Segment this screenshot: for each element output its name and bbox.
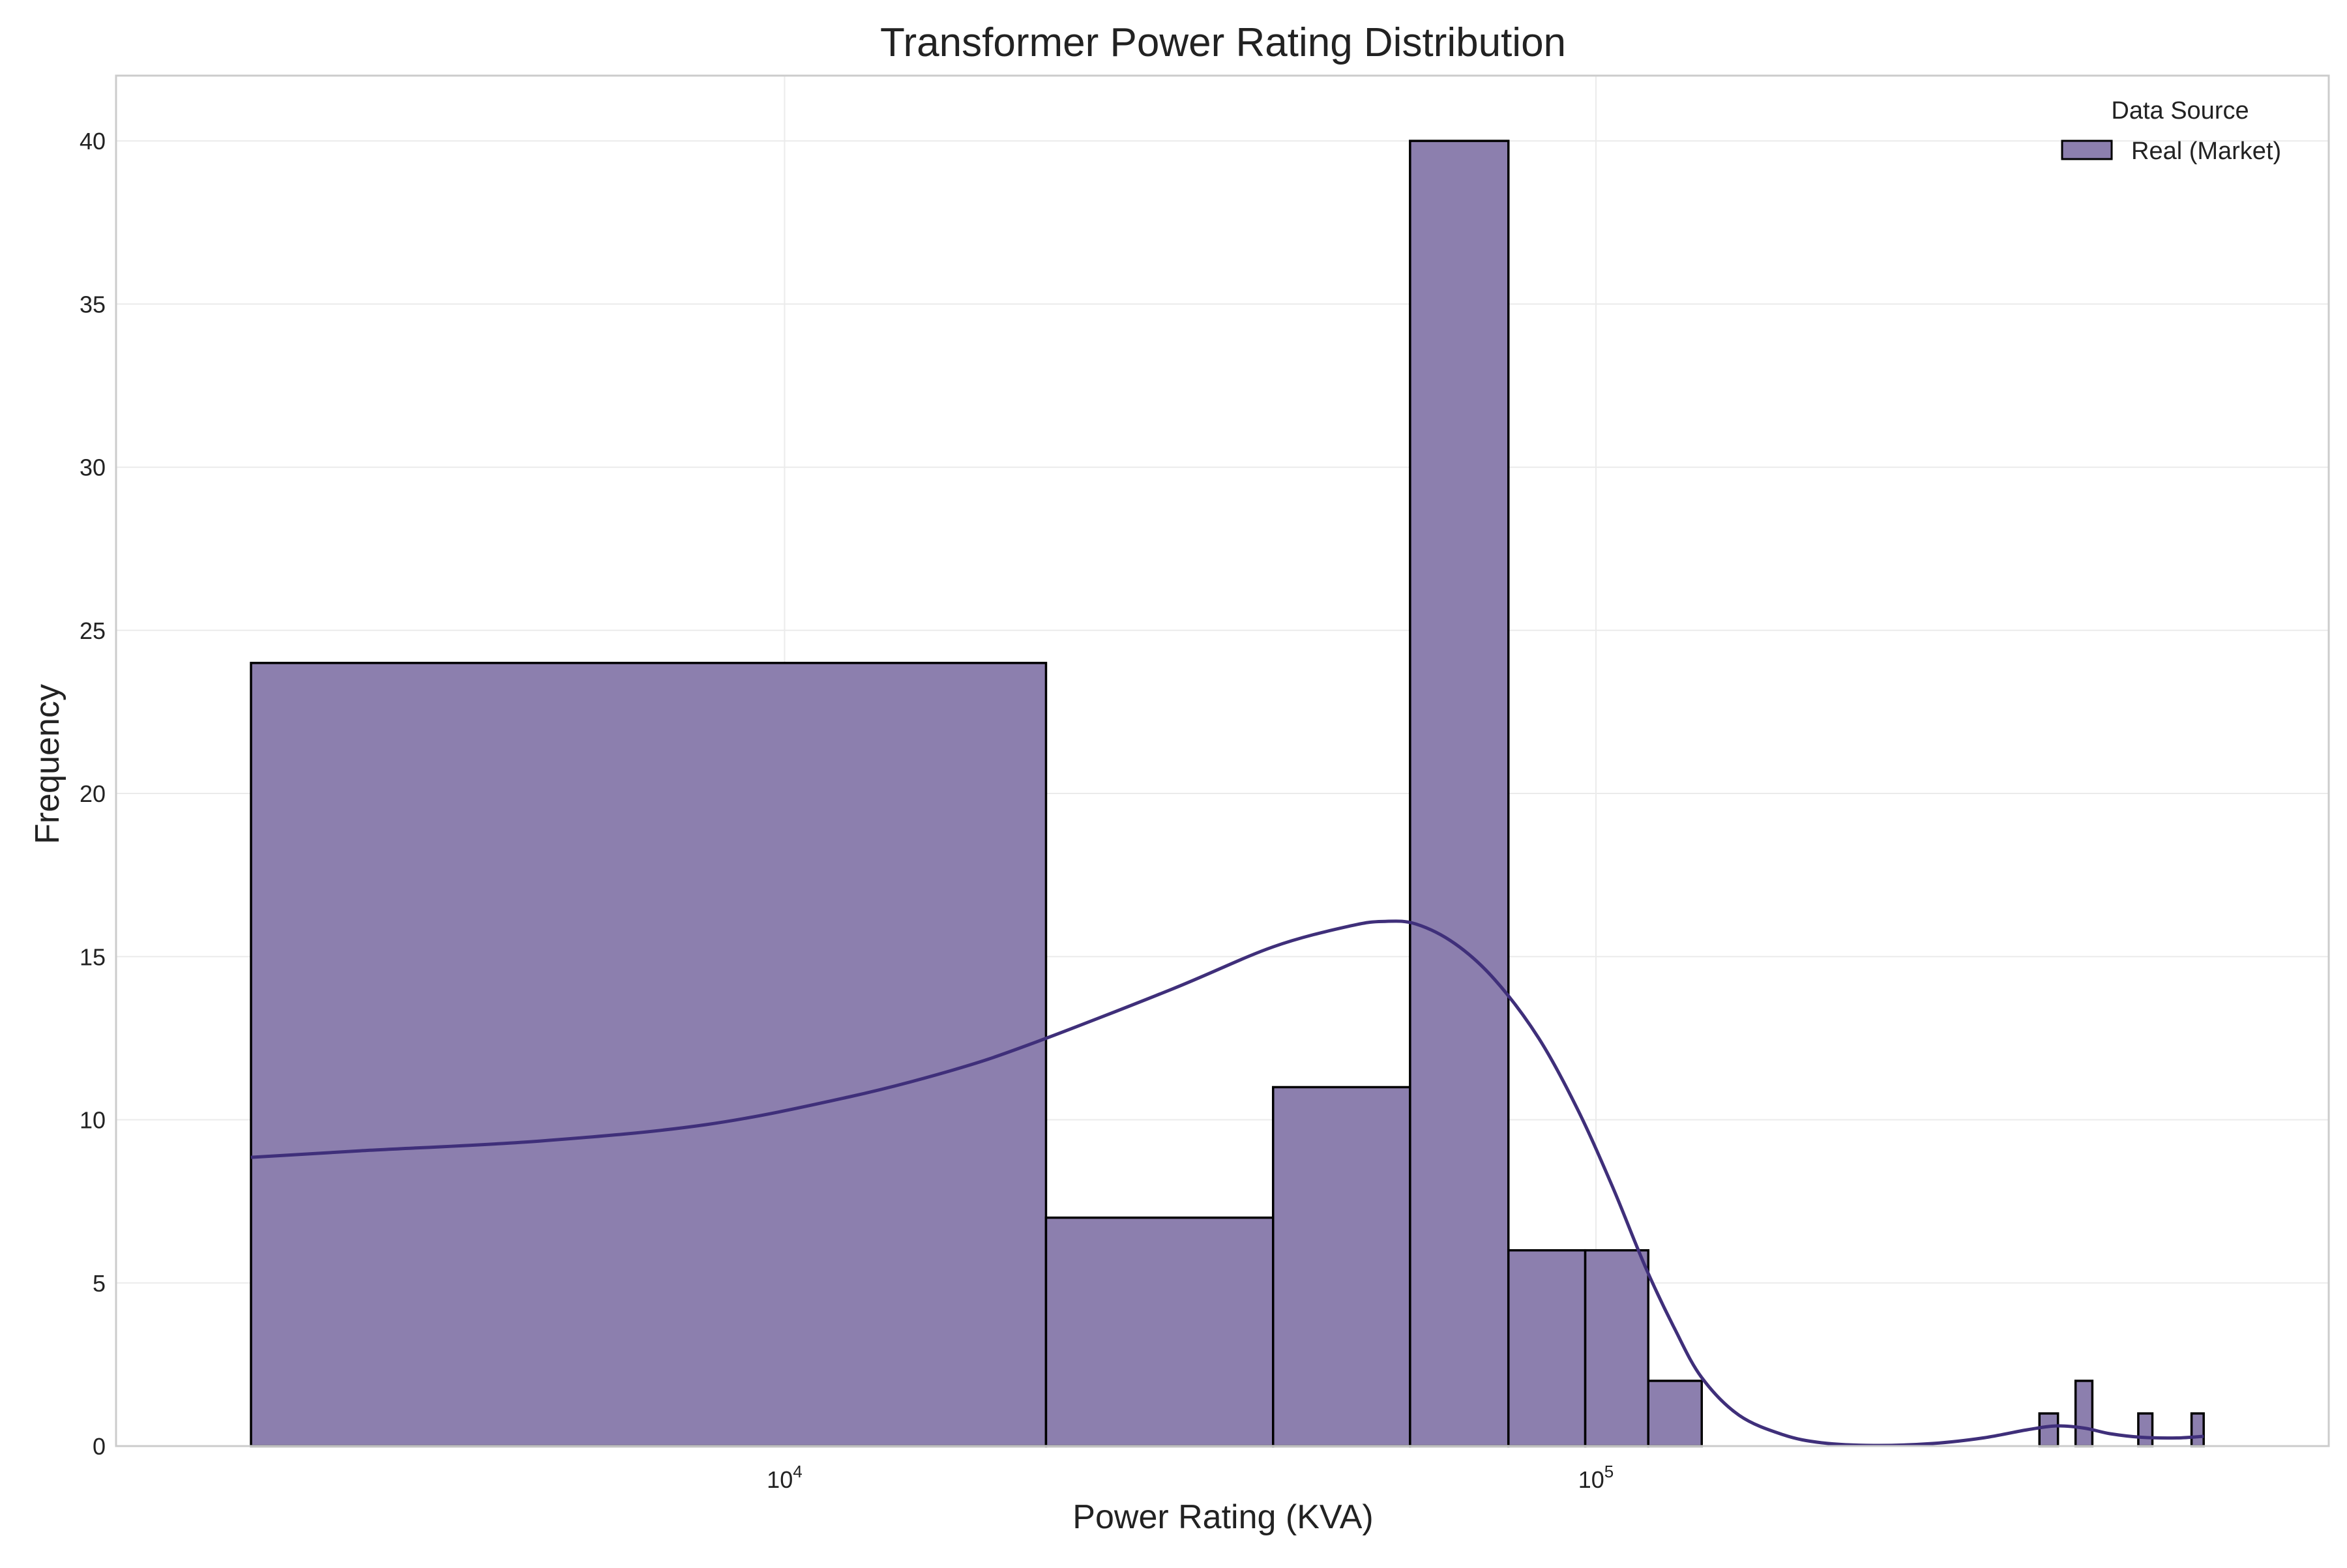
x-tick-label: 104 [767,1462,803,1493]
x-tick-label: 105 [1578,1462,1614,1493]
legend-label: Real (Market) [2131,138,2281,165]
y-tick-label: 25 [80,617,106,644]
legend: Data Source Real (Market) [2061,97,2281,165]
kde-curve-layer [250,919,2204,1447]
tick-labels: 0 5 10 15 20 25 30 35 40 104 105 [80,128,1614,1493]
axes [115,74,2330,1447]
histogram-bar [1507,1249,1587,1447]
histogram-bar [1044,1216,1275,1447]
histogram-bar [2190,1412,2205,1447]
histogram-bar [250,662,1048,1447]
y-tick-label: 20 [80,780,106,807]
plot-frame [115,74,2330,1447]
kde-curve [250,919,2204,1447]
histogram-bar [1409,140,1510,1447]
histogram-bar [2137,1412,2154,1447]
chart-title: Transformer Power Rating Distribution [880,20,1566,65]
legend-swatch [2061,140,2113,160]
y-tick-label: 10 [80,1107,106,1134]
histogram-bar [1271,1086,1411,1447]
y-tick-label: 5 [93,1270,106,1297]
y-tick-label: 0 [93,1433,106,1460]
histogram-bar [2074,1380,2094,1447]
histogram-bar [1647,1380,1703,1447]
histogram-bar [2038,1412,2059,1447]
y-tick-label: 30 [80,454,106,481]
y-axis-label: Frequency [29,684,66,844]
x-axis-label: Power Rating (KVA) [1072,1498,1373,1536]
legend-title: Data Source [2111,97,2249,125]
y-tick-label: 15 [80,943,106,970]
y-tick-label: 35 [80,291,106,318]
histogram-bar [1584,1249,1649,1447]
y-tick-label: 40 [80,128,106,155]
